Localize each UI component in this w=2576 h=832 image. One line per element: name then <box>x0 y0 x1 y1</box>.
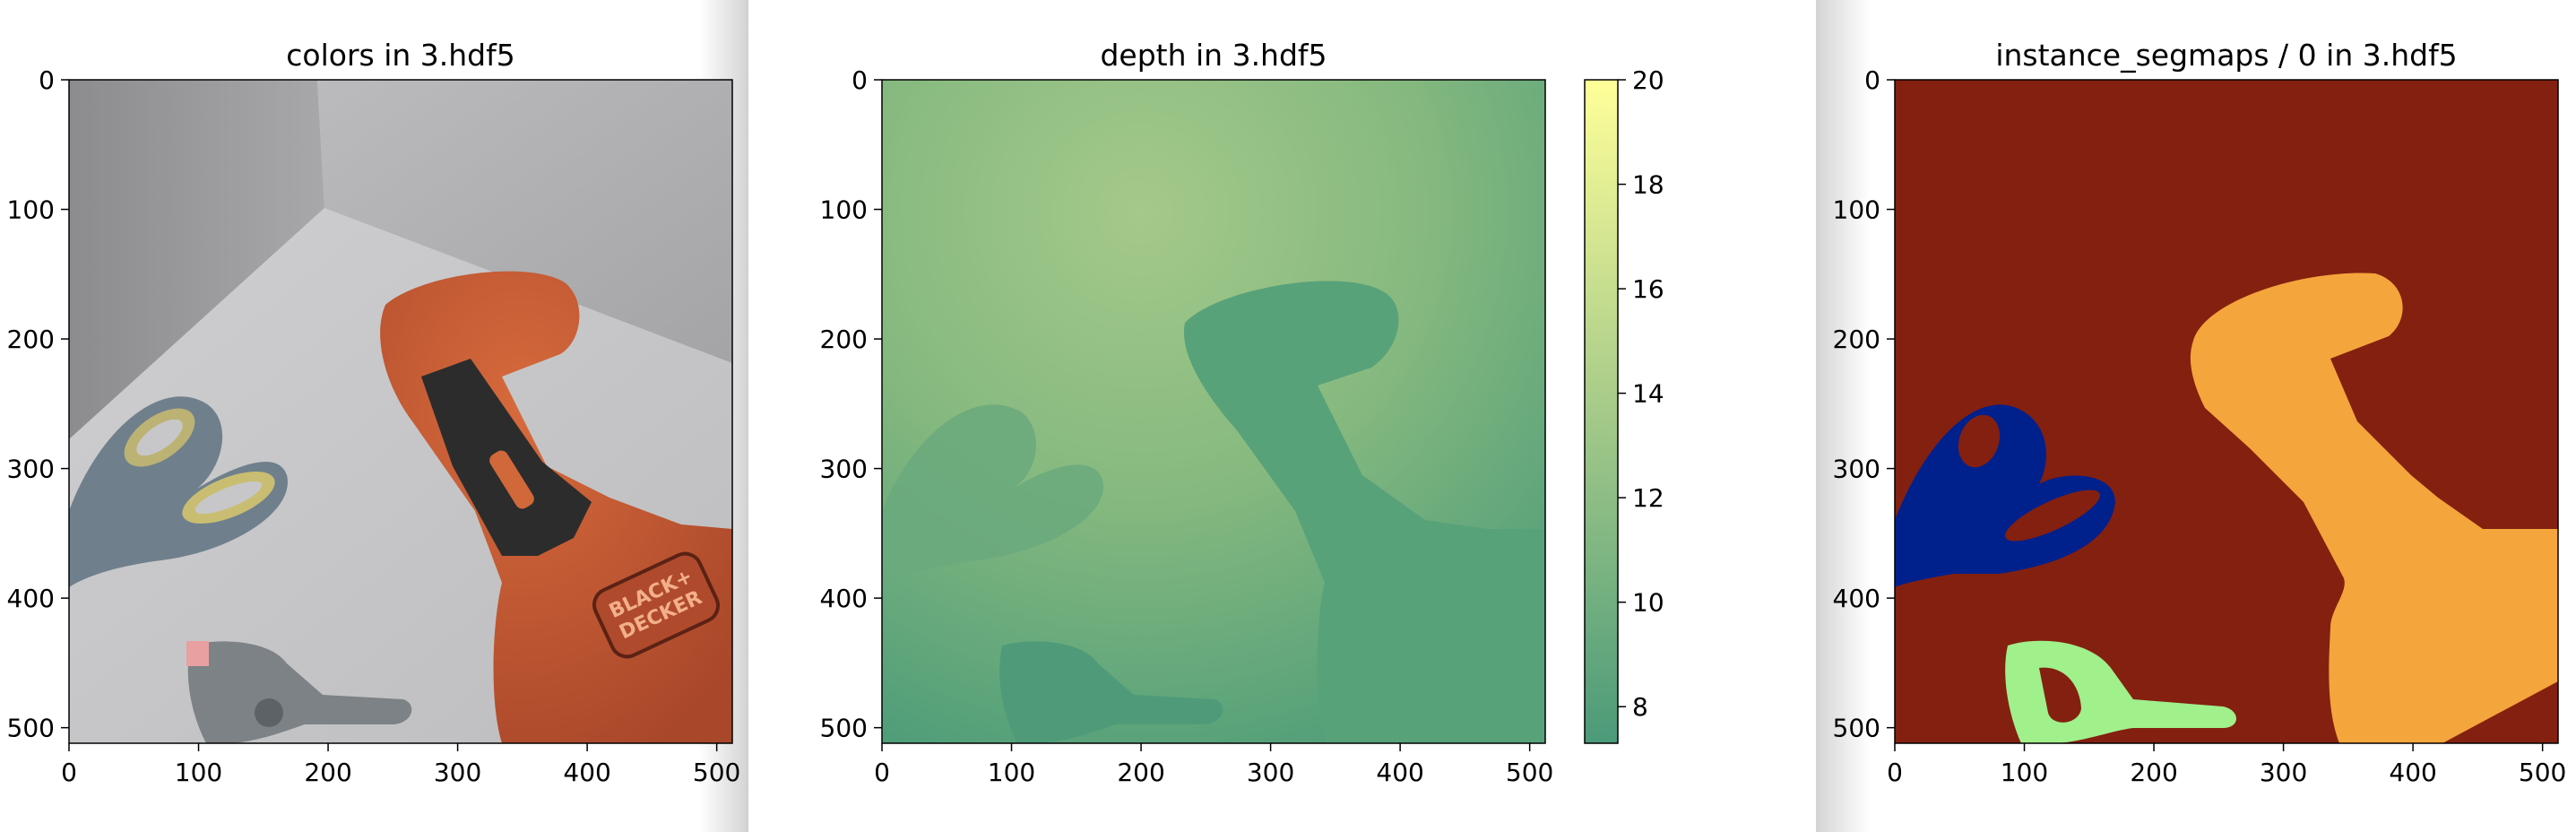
y-tick-label: 300 <box>7 455 55 484</box>
x-tick-label: 0 <box>1887 758 1903 787</box>
depth-scissors <box>882 404 1103 583</box>
colorbar-tick-label: 10 <box>1632 588 1664 618</box>
plot-frame <box>68 79 733 744</box>
segmaps-image <box>1895 80 2558 743</box>
colors-image: BLACK+ DECKER <box>69 80 732 743</box>
y-tick-label: 400 <box>1833 584 1880 613</box>
colorbar-tick-label: 8 <box>1632 692 1648 722</box>
y-tick-label: 100 <box>820 195 868 225</box>
colorbar-tick-label: 14 <box>1632 379 1664 409</box>
x-tick-label: 300 <box>2260 758 2307 787</box>
colorbar <box>1584 79 1619 744</box>
x-tick-label: 400 <box>563 758 610 787</box>
left-wall <box>69 80 324 439</box>
gutter-left-edge <box>747 0 748 832</box>
y-tick-label: 100 <box>1833 195 1880 225</box>
y-tick-label: 500 <box>820 714 868 743</box>
depth-drill <box>1183 281 1545 743</box>
x-tick-label: 0 <box>61 758 77 787</box>
x-tick-label: 0 <box>874 758 890 787</box>
plot-frame <box>1894 79 2559 744</box>
gutter-right <box>1816 0 1870 832</box>
x-tick-label: 200 <box>2130 758 2177 787</box>
y-tick-label: 0 <box>851 65 868 95</box>
x-tick-label: 300 <box>1247 758 1294 787</box>
seg-scissors <box>1895 404 2115 587</box>
drill-object: BLACK+ DECKER <box>380 271 732 743</box>
chart-title: colors in 3.hdf5 <box>286 38 514 73</box>
colorbar-tick-label: 16 <box>1632 274 1664 304</box>
chart-title: instance_segmaps / 0 in 3.hdf5 <box>1995 38 2457 73</box>
y-tick-label: 0 <box>1864 65 1880 95</box>
y-tick-label: 200 <box>1833 325 1880 354</box>
chart-title: depth in 3.hdf5 <box>1100 38 1327 73</box>
y-tick-label: 200 <box>820 325 868 354</box>
seg-scissors-hole1 <box>1958 414 2001 468</box>
y-tick-label: 500 <box>7 714 55 743</box>
x-tick-label: 500 <box>2519 758 2566 787</box>
y-tick-label: 400 <box>820 584 868 613</box>
x-tick-label: 200 <box>1117 758 1164 787</box>
colorbar-ticks: 8 10 12 14 16 18 20 <box>1618 65 1664 722</box>
back-wall <box>317 80 732 363</box>
x-tick-label: 400 <box>1376 758 1423 787</box>
seg-drill <box>2190 273 2558 743</box>
clamp-object <box>186 641 412 743</box>
y-tick-label: 100 <box>7 195 55 225</box>
depth-image <box>882 80 1545 743</box>
y-tick-label: 300 <box>1833 455 1880 484</box>
depth-clamp <box>999 641 1223 743</box>
seg-scissors-hole2 <box>2005 490 2100 542</box>
y-tick-label: 500 <box>1833 714 1880 743</box>
x-tick-label: 100 <box>2001 758 2048 787</box>
colorbar-tick-label: 12 <box>1632 483 1664 513</box>
y-tick-label: 400 <box>7 584 55 613</box>
x-tick-label: 400 <box>2389 758 2436 787</box>
colorbar-tick-label: 18 <box>1632 170 1664 200</box>
seg-clamp-hole <box>2039 667 2081 723</box>
x-tick-label: 100 <box>988 758 1035 787</box>
y-tick-label: 300 <box>820 455 868 484</box>
x-tick-label: 500 <box>693 758 740 787</box>
x-tick-label: 500 <box>1506 758 1553 787</box>
x-tick-label: 100 <box>175 758 222 787</box>
x-tick-label: 200 <box>304 758 351 787</box>
plot-frame <box>881 79 1546 744</box>
segmaps-axes: instance_segmaps / 0 in 3.hdf5 0 100 200 300… <box>1833 38 2567 787</box>
x-tick-label: 300 <box>434 758 481 787</box>
colorbar-tick-label: 20 <box>1632 65 1664 95</box>
y-tick-label: 0 <box>39 65 55 95</box>
scissors-object <box>69 396 288 587</box>
y-tick-label: 200 <box>7 325 55 354</box>
